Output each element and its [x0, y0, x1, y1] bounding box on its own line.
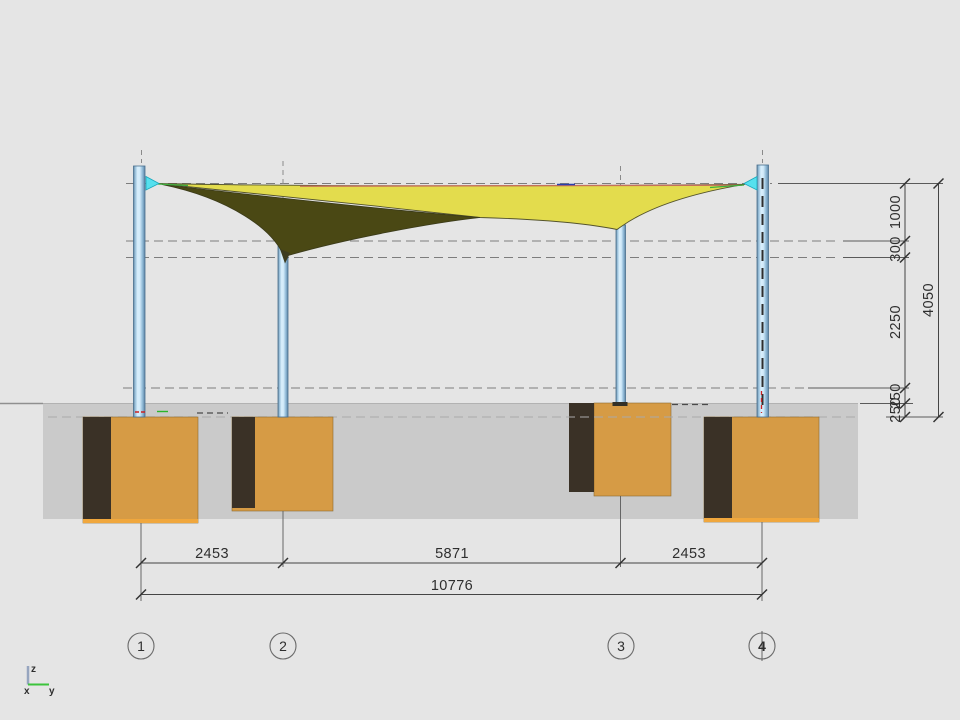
axis-triad-icon: z x y	[24, 664, 55, 697]
grid-bubble-2-circle	[269, 632, 297, 660]
dim-span-1-2: 2453	[195, 546, 229, 562]
horizontal-dimensions: 2453 5871 2453 10776	[135, 496, 768, 601]
grid-bubble-1-circle	[127, 632, 155, 660]
dim-span-3-4: 2453	[672, 546, 706, 562]
dim-v-2250: 2250	[888, 305, 904, 339]
foundation-4-bottom	[704, 518, 819, 522]
vertical-dimensions: 1000 300 2250 250 250 4050	[778, 177, 945, 423]
foundation-3	[569, 402, 672, 497]
post-3	[615, 224, 626, 404]
post-3-base-cap	[612, 402, 628, 406]
posts	[133, 164, 769, 418]
post-2	[277, 242, 289, 418]
dim-ticks-right	[899, 177, 945, 423]
sail-edge-cable-red	[299, 184, 743, 187]
dim-span-2-3: 5871	[435, 546, 469, 562]
dim-overall-width: 10776	[431, 578, 473, 594]
grid-bubble-3-label: 3	[617, 638, 625, 654]
grid-bubbles: 1 2 3 4	[127, 631, 776, 661]
grid-bubble-4-label: 4	[758, 638, 766, 654]
sail-tie-green-left	[157, 183, 189, 187]
shade-sail	[145, 175, 758, 264]
axis-y-label: y	[49, 686, 55, 697]
dim-v-300: 300	[888, 236, 904, 261]
dim-v-250a: 250	[888, 383, 904, 408]
sail-underside	[161, 184, 481, 260]
dim-v-250b: 250	[888, 397, 904, 422]
foundation-1-bottom	[83, 519, 198, 523]
grid-bubble-3-circle	[607, 632, 635, 660]
grid-bubble-1-label: 1	[137, 638, 145, 654]
foundation-1-side	[83, 417, 111, 519]
foundation-4-side	[704, 417, 732, 518]
dim-ticks-bottom	[135, 557, 768, 601]
axis-z-label: z	[31, 664, 36, 675]
foundation-3-block	[593, 402, 672, 497]
axis-x-label: x	[24, 686, 30, 697]
foundation-2	[231, 416, 334, 512]
connector-post-2	[280, 249, 290, 264]
foundation-1	[82, 416, 199, 524]
foundation-3-side	[569, 403, 594, 492]
foundation-2-side	[232, 417, 255, 508]
level-lines	[123, 183, 838, 389]
grid-bubble-2-label: 2	[279, 638, 287, 654]
connector-right	[743, 175, 758, 191]
sail-tie-green-right	[709, 184, 745, 189]
post-1	[133, 165, 146, 418]
connector-left	[145, 175, 160, 191]
foundation-4	[703, 416, 820, 523]
dim-overall-height: 4050	[921, 283, 937, 317]
dim-v-1000: 1000	[888, 195, 904, 229]
